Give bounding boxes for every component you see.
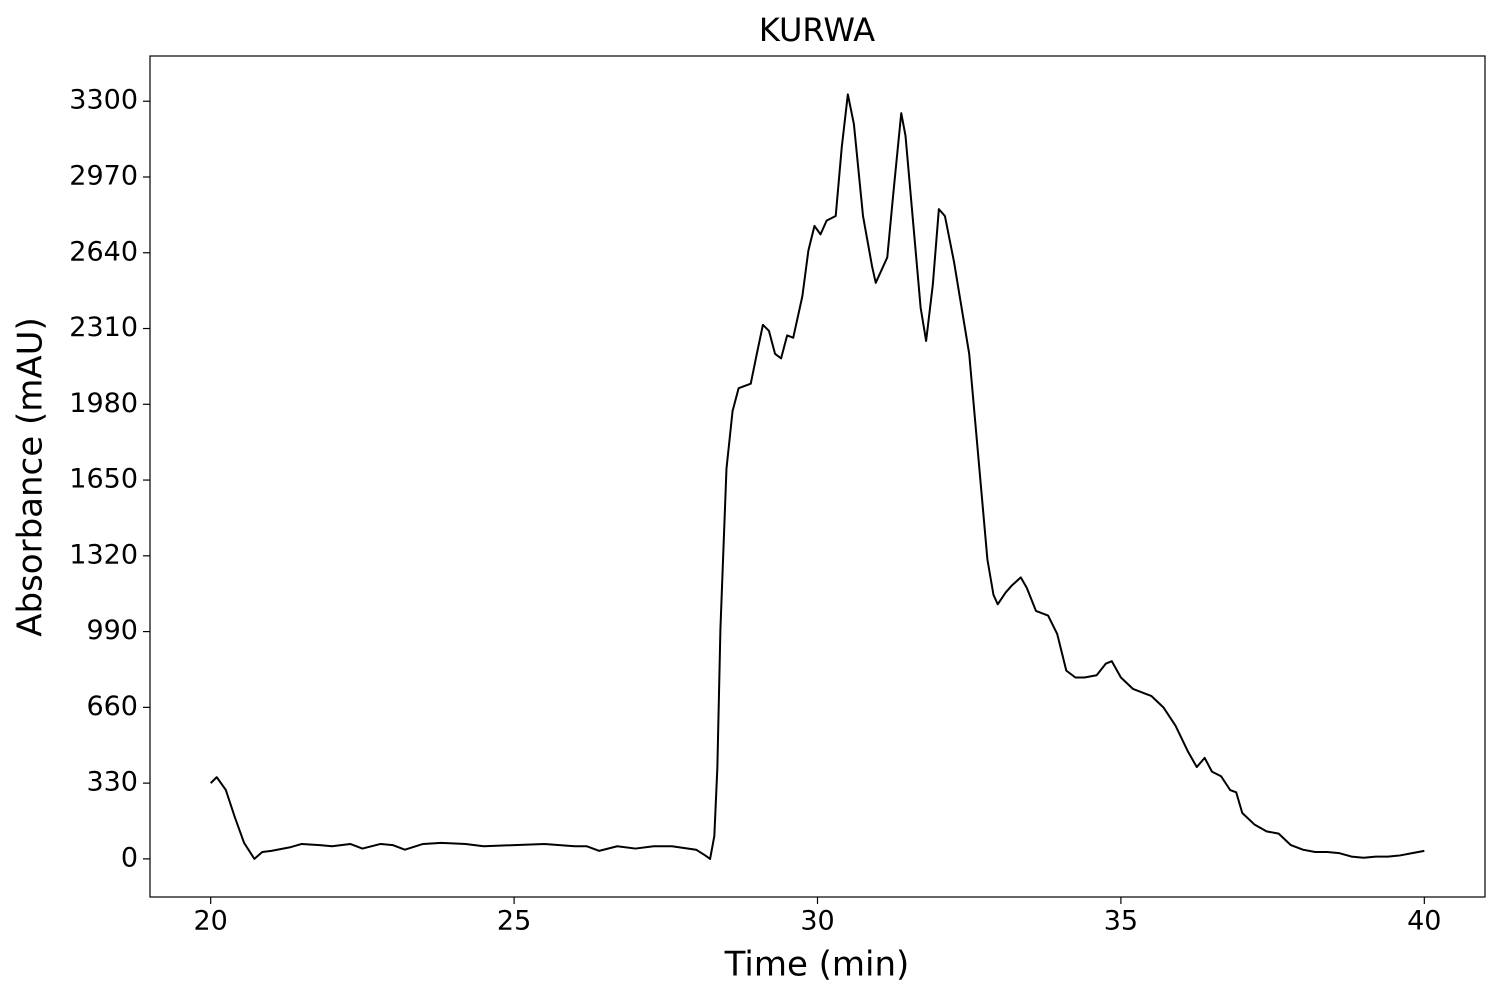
y-tick-label: 990 [86, 615, 138, 646]
x-tick-label: 20 [194, 906, 228, 937]
y-tick-label: 1980 [69, 388, 138, 419]
y-axis-label: Absorbance (mAU) [11, 317, 51, 637]
chart-title: KURWA [759, 11, 875, 49]
x-tick-label: 25 [497, 906, 531, 937]
x-tick-label: 35 [1104, 906, 1138, 937]
y-tick-label: 2970 [69, 160, 138, 191]
y-tick-label: 2640 [69, 236, 138, 267]
y-tick-label: 660 [86, 691, 138, 722]
x-tick-label: 40 [1407, 906, 1441, 937]
y-tick-label: 1650 [69, 464, 138, 495]
data-line [209, 93, 1425, 860]
plot-frame [149, 55, 1486, 898]
y-tick-label: 0 [121, 842, 138, 873]
x-axis-label: Time (min) [724, 945, 910, 985]
y-tick-label: 2310 [69, 312, 138, 343]
x-tick-label: 30 [800, 906, 834, 937]
y-tick-label: 3300 [69, 85, 138, 116]
y-tick-label: 1320 [69, 539, 138, 570]
y-tick-label: 330 [86, 767, 138, 798]
